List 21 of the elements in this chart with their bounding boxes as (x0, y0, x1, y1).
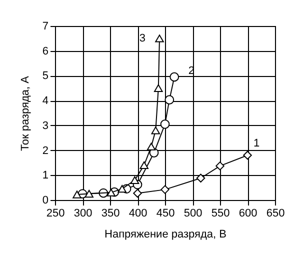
y-tick-label: 6 (42, 45, 48, 58)
y-tick-label: 0 (42, 194, 48, 206)
series-label: 1 (254, 137, 260, 150)
x-tick-label: 300 (74, 208, 92, 220)
y-tick-label: 1 (42, 170, 48, 182)
x-tick-label: 350 (101, 208, 120, 220)
x-tick-label: 400 (128, 208, 148, 220)
x-tick-label: 250 (46, 208, 65, 220)
x-tick-label: 600 (238, 208, 258, 220)
y-tick-label: 5 (42, 70, 48, 82)
y-tick-label: 7 (42, 20, 48, 32)
y-tick-label: 2 (42, 144, 48, 157)
y-tick-label: 3 (42, 120, 48, 132)
x-tick-label: 650 (266, 208, 285, 220)
x-tick-label: 450 (156, 208, 175, 220)
x-tick-label: 500 (184, 208, 202, 220)
series-label: 3 (139, 32, 146, 44)
y-tick-label: 4 (42, 95, 48, 108)
x-axis-title: Напряжение разряда, В (104, 228, 226, 240)
y-axis-title: Ток разряда, А (19, 75, 32, 151)
x-tick-label: 550 (211, 208, 230, 220)
